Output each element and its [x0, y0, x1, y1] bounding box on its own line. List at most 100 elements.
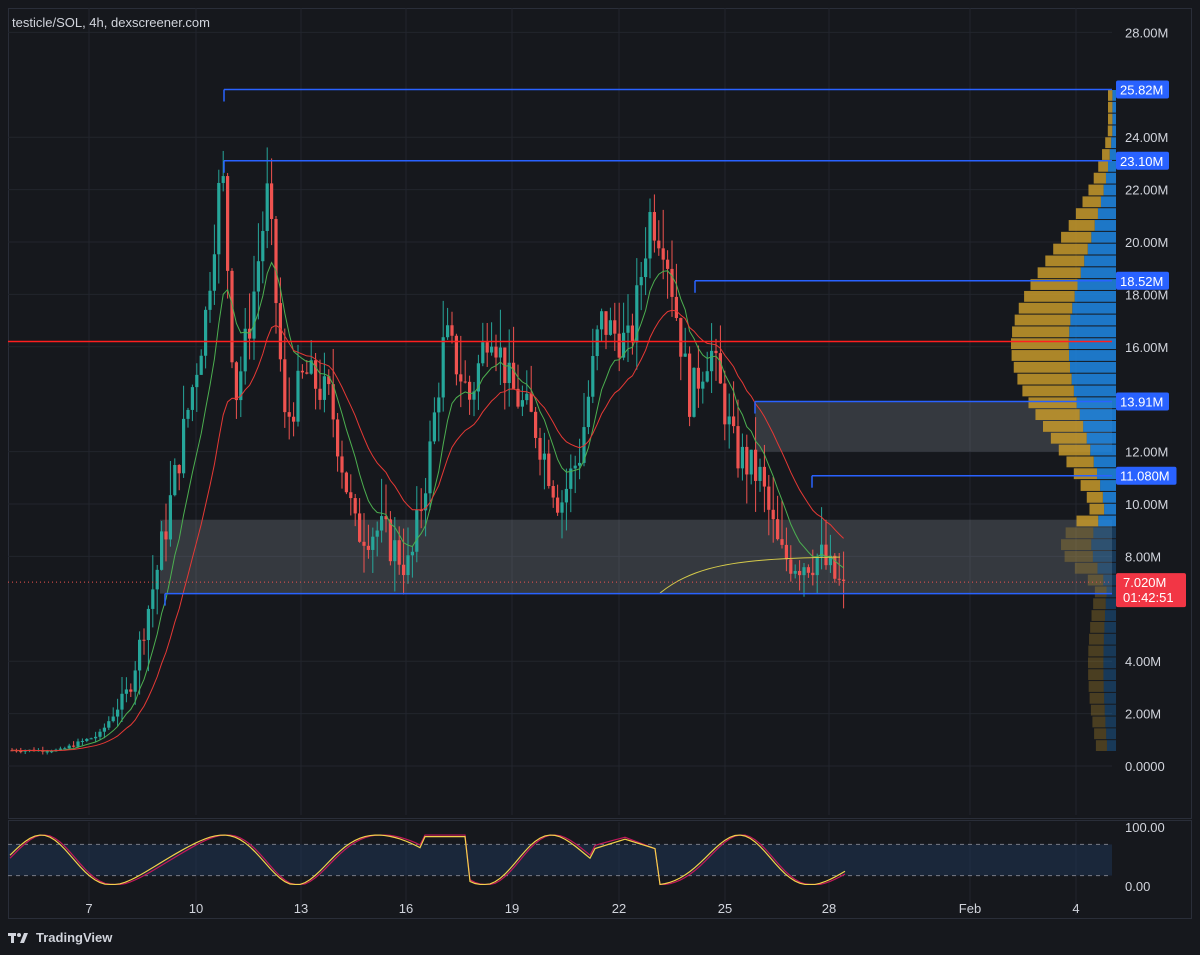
oscillator-pane-border: [8, 820, 1192, 919]
volume-profile-up-bar: [1111, 137, 1116, 149]
candle-body: [657, 240, 661, 249]
volume-profile-up-bar: [1105, 598, 1116, 610]
stoch-k-line: [9, 834, 846, 886]
candle-body: [397, 540, 401, 565]
candle-body: [129, 689, 133, 692]
candle-body: [353, 498, 357, 514]
volume-profile-up-bar: [1079, 409, 1116, 420]
candle-body: [454, 335, 458, 375]
candle-body: [366, 545, 370, 550]
volume-profile-up-bar: [1106, 586, 1116, 598]
volume-profile-down-bar: [1014, 314, 1071, 326]
volume-profile-down-bar: [1093, 598, 1106, 610]
candle-body: [556, 497, 560, 513]
volume-profile-down-bar: [1024, 290, 1075, 302]
candle-body: [393, 540, 397, 562]
tradingview-label: TradingView: [36, 930, 113, 945]
candle-body: [45, 751, 49, 753]
volume-profile-down-bar: [1042, 421, 1084, 432]
candle-body: [824, 544, 828, 566]
candle-body: [80, 740, 84, 742]
volume-profile-down-bar: [1089, 503, 1105, 515]
volume-profile-down-bar: [1105, 137, 1112, 149]
candle-body: [146, 608, 150, 641]
candle-body: [608, 320, 612, 335]
candle-body: [679, 318, 683, 357]
candle-body: [450, 325, 454, 336]
x-tick-label: 19: [505, 901, 519, 916]
candle-body: [217, 182, 221, 255]
candle-body: [256, 261, 260, 292]
volume-profile-up-bar: [1100, 480, 1116, 491]
candle-body: [630, 325, 634, 343]
volume-profile-up-bar: [1093, 456, 1116, 468]
candle-body: [441, 337, 445, 398]
candle-body: [243, 328, 247, 372]
candle-body: [98, 731, 102, 737]
level-price-label-text: 13.91M: [1120, 395, 1163, 410]
main-pane-border: [8, 8, 1192, 819]
candle-body: [696, 367, 700, 389]
stoch-d-line: [9, 834, 846, 886]
volume-profile-up-bar: [1104, 704, 1116, 716]
volume-profile-down-bar: [1076, 515, 1099, 527]
candle-body: [710, 350, 714, 372]
volume-profile-up-bar: [1069, 326, 1116, 338]
volume-profile-up-bar: [1103, 574, 1116, 586]
volume-profile-down-bar: [1058, 444, 1091, 456]
candle-body: [727, 416, 731, 425]
candle-body: [723, 383, 727, 425]
volume-profile-down-bar: [1018, 302, 1073, 314]
y-tick-label: 24.00M: [1125, 130, 1168, 145]
volume-profile-up-bar: [1087, 243, 1116, 255]
candle-body: [600, 311, 604, 330]
candle-body: [828, 555, 832, 566]
volume-profile-up-bar: [1102, 491, 1116, 503]
tradingview-logo-icon: [8, 932, 28, 943]
volume-profile-down-bar: [1080, 480, 1101, 491]
candle-body: [296, 370, 300, 422]
volume-profile-down-bar: [1089, 692, 1105, 704]
volume-profile-up-bar: [1091, 231, 1116, 243]
volume-profile-down-bar: [1086, 491, 1103, 503]
candle-body: [560, 502, 564, 513]
candle-body: [278, 303, 282, 360]
candle-body: [384, 516, 388, 520]
volume-profile-up-bar: [1080, 267, 1116, 279]
volume-profile-up-bar: [1104, 503, 1116, 515]
volume-profile-up-bar: [1069, 350, 1116, 361]
candle-body: [322, 376, 326, 400]
level-price-label-text: 18.52M: [1120, 274, 1163, 289]
candle-body: [432, 412, 436, 442]
volume-profile-down-bar: [1045, 255, 1085, 267]
candle-body: [58, 748, 62, 750]
x-tick-label: 13: [294, 901, 308, 916]
candle-body: [94, 736, 98, 739]
volume-profile-down-bar: [1074, 562, 1098, 574]
volume-profile-down-bar: [1066, 456, 1094, 468]
candle-body: [529, 393, 533, 412]
candle-body: [50, 751, 54, 753]
y-tick-label: 16.00M: [1125, 340, 1168, 355]
candle-body: [270, 183, 274, 219]
candle-body: [780, 539, 784, 545]
volume-profile-up-bar: [1112, 101, 1116, 113]
candle-body: [740, 446, 744, 469]
candle-body: [340, 456, 344, 473]
level-price-label: [1116, 80, 1169, 99]
candle-body: [305, 372, 309, 374]
candle-body: [344, 472, 348, 493]
candle-body: [806, 567, 810, 573]
volume-profile-up-bar: [1083, 421, 1116, 432]
level-price-label-text: 11.080M: [1120, 469, 1170, 484]
tradingview-brand[interactable]: TradingView: [8, 930, 112, 945]
level-price-label: [1116, 151, 1169, 170]
level-price-label-text: 25.82M: [1120, 83, 1163, 98]
volume-profile-down-bar: [1093, 172, 1106, 184]
candle-body: [652, 212, 656, 241]
volume-profile-down-bar: [1092, 716, 1106, 728]
volume-profile-up-bar: [1100, 196, 1116, 208]
x-tick-label: 22: [612, 901, 626, 916]
candle-body: [468, 381, 472, 400]
